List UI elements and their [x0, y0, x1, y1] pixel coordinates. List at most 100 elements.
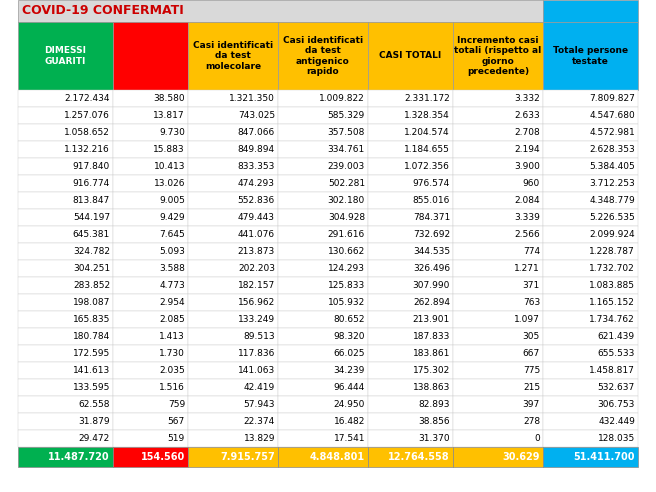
Bar: [113, 158, 188, 175]
Text: 357.508: 357.508: [327, 128, 365, 137]
Bar: [453, 396, 543, 413]
Text: 432.449: 432.449: [598, 417, 635, 426]
Text: 278: 278: [523, 417, 540, 426]
Bar: [368, 447, 453, 467]
Text: 9.429: 9.429: [159, 213, 185, 222]
Bar: [453, 141, 543, 158]
Bar: [368, 226, 453, 243]
Text: 198.087: 198.087: [73, 298, 110, 307]
Text: 128.035: 128.035: [598, 434, 635, 443]
Text: DIMESSI
GUARITI: DIMESSI GUARITI: [45, 46, 87, 66]
Text: COVID-19 CONFERMATI: COVID-19 CONFERMATI: [22, 4, 184, 18]
Text: 141.613: 141.613: [73, 366, 110, 375]
Text: 1.734.762: 1.734.762: [589, 315, 635, 324]
Bar: [113, 430, 188, 447]
Bar: [278, 396, 368, 413]
Text: 5.093: 5.093: [159, 247, 185, 256]
Text: 960: 960: [523, 179, 540, 188]
Text: 213.901: 213.901: [413, 315, 450, 324]
Bar: [18, 175, 113, 192]
Bar: [278, 294, 368, 311]
Bar: [113, 192, 188, 209]
Bar: [18, 141, 113, 158]
Text: 5.384.405: 5.384.405: [589, 162, 635, 171]
Bar: [368, 192, 453, 209]
Text: 759: 759: [168, 400, 185, 409]
Bar: [18, 226, 113, 243]
Bar: [278, 311, 368, 328]
Text: 15.883: 15.883: [154, 145, 185, 154]
Bar: [113, 175, 188, 192]
Bar: [188, 192, 278, 209]
Bar: [368, 379, 453, 396]
Bar: [453, 379, 543, 396]
Bar: [278, 141, 368, 158]
Text: 1.732.702: 1.732.702: [589, 264, 635, 273]
Text: 552.836: 552.836: [237, 196, 275, 205]
Text: 130.662: 130.662: [328, 247, 365, 256]
Bar: [368, 158, 453, 175]
Bar: [543, 226, 638, 243]
Text: 291.616: 291.616: [328, 230, 365, 239]
Text: 1.458.817: 1.458.817: [589, 366, 635, 375]
Bar: [368, 328, 453, 345]
Bar: [18, 396, 113, 413]
Text: 305: 305: [523, 332, 540, 341]
Bar: [543, 90, 638, 107]
Bar: [453, 362, 543, 379]
Bar: [278, 243, 368, 260]
Text: 24.950: 24.950: [334, 400, 365, 409]
Bar: [113, 107, 188, 124]
Bar: [453, 209, 543, 226]
Text: 1.204.574: 1.204.574: [404, 128, 450, 137]
Text: 57.943: 57.943: [243, 400, 275, 409]
Bar: [113, 362, 188, 379]
Bar: [278, 345, 368, 362]
Text: 1.413: 1.413: [159, 332, 185, 341]
Bar: [18, 294, 113, 311]
Text: 34.239: 34.239: [334, 366, 365, 375]
Text: 833.353: 833.353: [237, 162, 275, 171]
Text: 2.954: 2.954: [159, 298, 185, 307]
Text: 732.692: 732.692: [413, 230, 450, 239]
Text: 31.879: 31.879: [78, 417, 110, 426]
Text: 2.194: 2.194: [514, 145, 540, 154]
Bar: [368, 277, 453, 294]
Bar: [368, 413, 453, 430]
Bar: [113, 90, 188, 107]
Text: 239.003: 239.003: [328, 162, 365, 171]
Bar: [543, 124, 638, 141]
Bar: [188, 311, 278, 328]
Text: 585.329: 585.329: [328, 111, 365, 120]
Text: 133.595: 133.595: [73, 383, 110, 392]
Text: 66.025: 66.025: [333, 349, 365, 358]
Text: 117.836: 117.836: [237, 349, 275, 358]
Bar: [543, 447, 638, 467]
Text: 2.099.924: 2.099.924: [589, 230, 635, 239]
Bar: [188, 447, 278, 467]
Text: 141.063: 141.063: [237, 366, 275, 375]
Text: 567: 567: [168, 417, 185, 426]
Bar: [188, 243, 278, 260]
Bar: [453, 413, 543, 430]
Text: 645.381: 645.381: [73, 230, 110, 239]
Text: 2.633: 2.633: [514, 111, 540, 120]
Bar: [18, 192, 113, 209]
Text: 1.058.652: 1.058.652: [64, 128, 110, 137]
Bar: [278, 107, 368, 124]
Bar: [113, 447, 188, 467]
Bar: [278, 362, 368, 379]
Bar: [453, 277, 543, 294]
Text: 13.026: 13.026: [154, 179, 185, 188]
Text: 743.025: 743.025: [238, 111, 275, 120]
Text: 302.180: 302.180: [328, 196, 365, 205]
Bar: [368, 107, 453, 124]
Text: 2.085: 2.085: [159, 315, 185, 324]
Text: CASI TOTALI: CASI TOTALI: [379, 52, 441, 61]
Text: 784.371: 784.371: [413, 213, 450, 222]
Bar: [543, 311, 638, 328]
Bar: [18, 260, 113, 277]
Bar: [188, 379, 278, 396]
Text: 180.784: 180.784: [73, 332, 110, 341]
Bar: [188, 209, 278, 226]
